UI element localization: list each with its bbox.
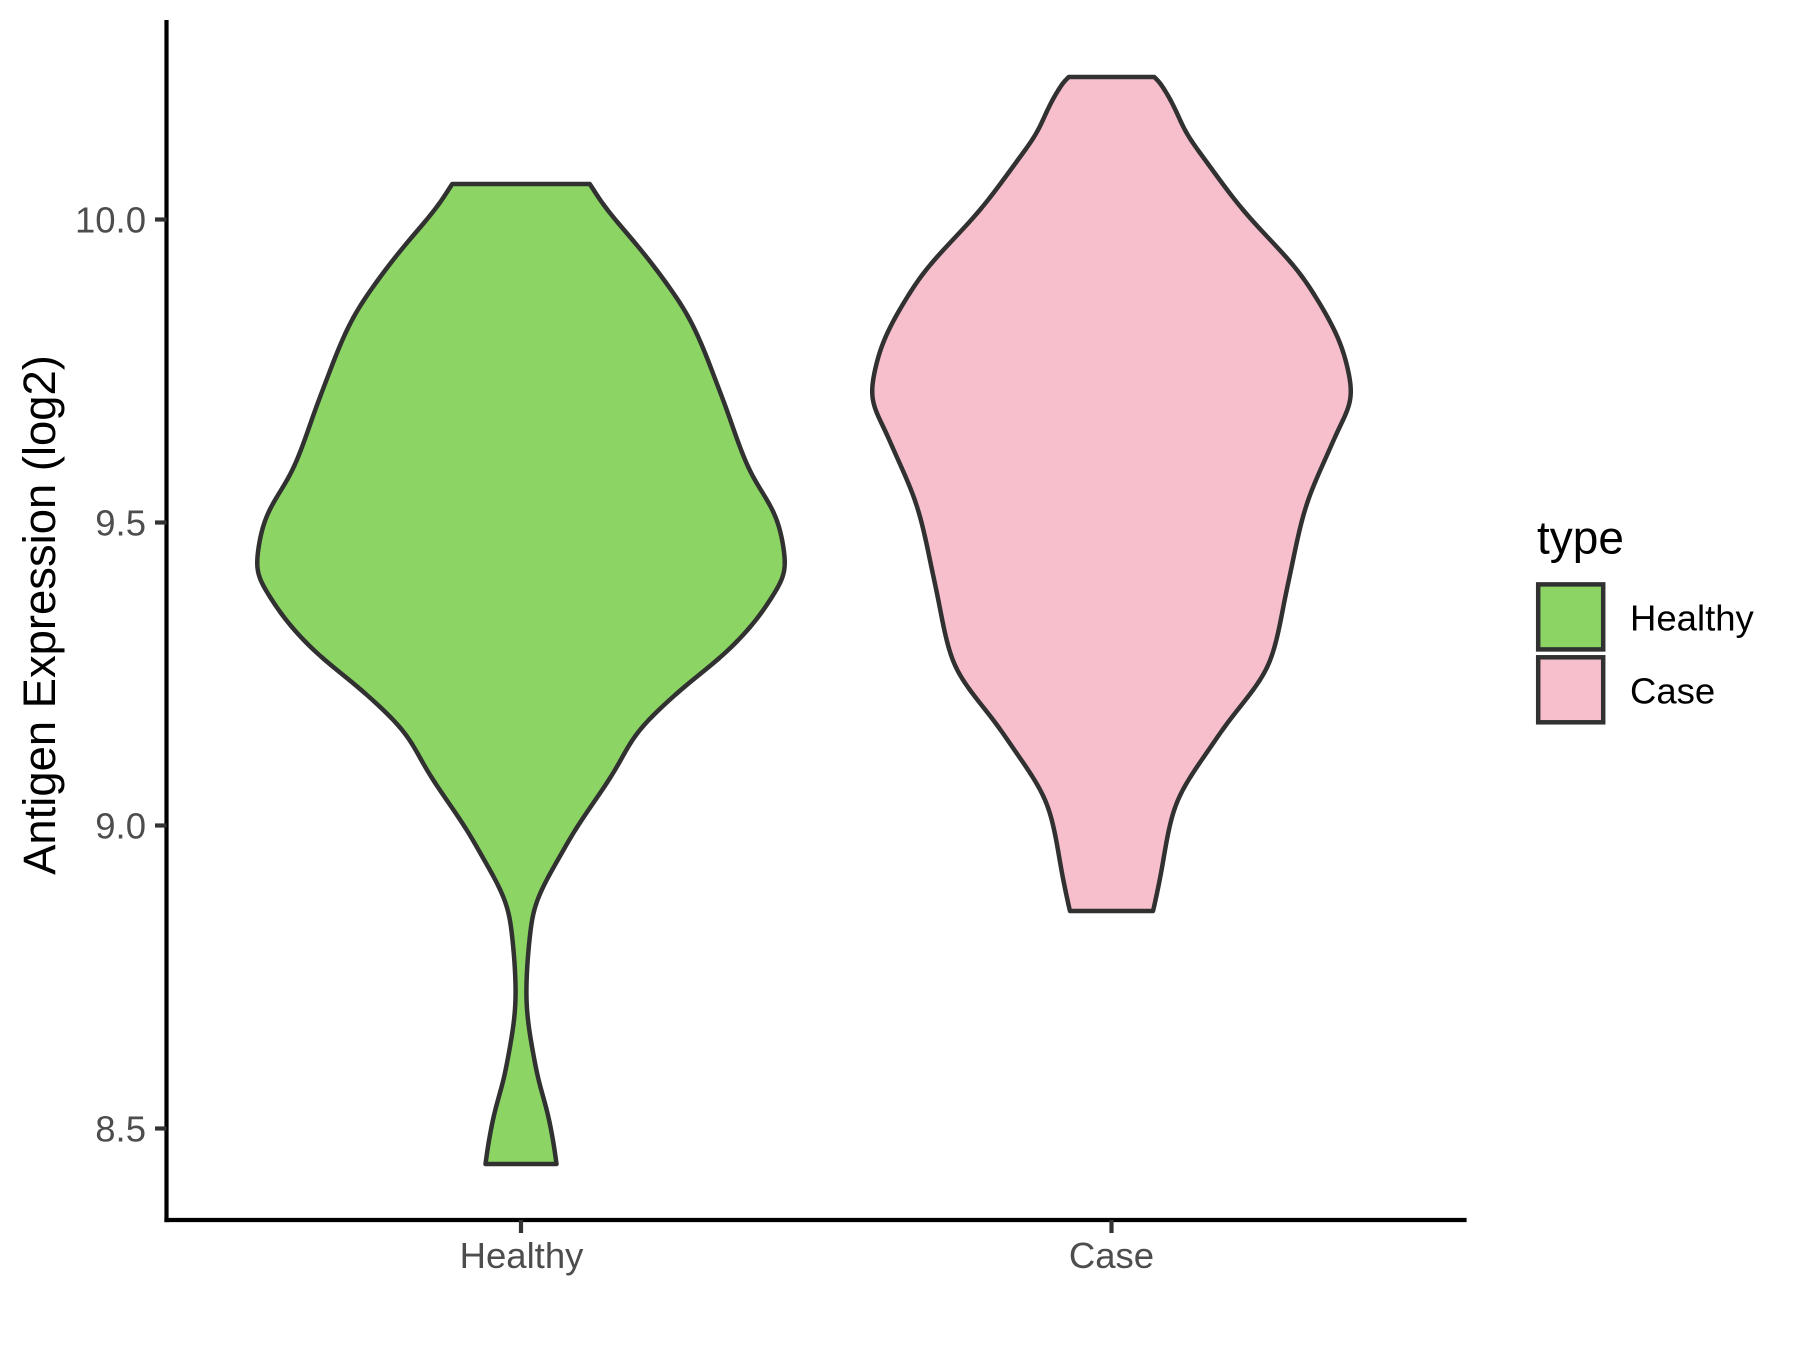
svg-text:Healthy: Healthy xyxy=(460,1235,585,1276)
svg-text:9.0: 9.0 xyxy=(95,806,146,847)
svg-text:Antigen Expression (log2): Antigen Expression (log2) xyxy=(14,355,65,875)
svg-text:Case: Case xyxy=(1069,1235,1154,1276)
svg-text:Healthy: Healthy xyxy=(1630,598,1755,639)
svg-text:10.0: 10.0 xyxy=(75,200,146,241)
svg-text:8.5: 8.5 xyxy=(95,1109,146,1150)
svg-text:Case: Case xyxy=(1630,671,1715,712)
svg-text:9.5: 9.5 xyxy=(95,503,146,544)
svg-text:type: type xyxy=(1537,512,1624,564)
